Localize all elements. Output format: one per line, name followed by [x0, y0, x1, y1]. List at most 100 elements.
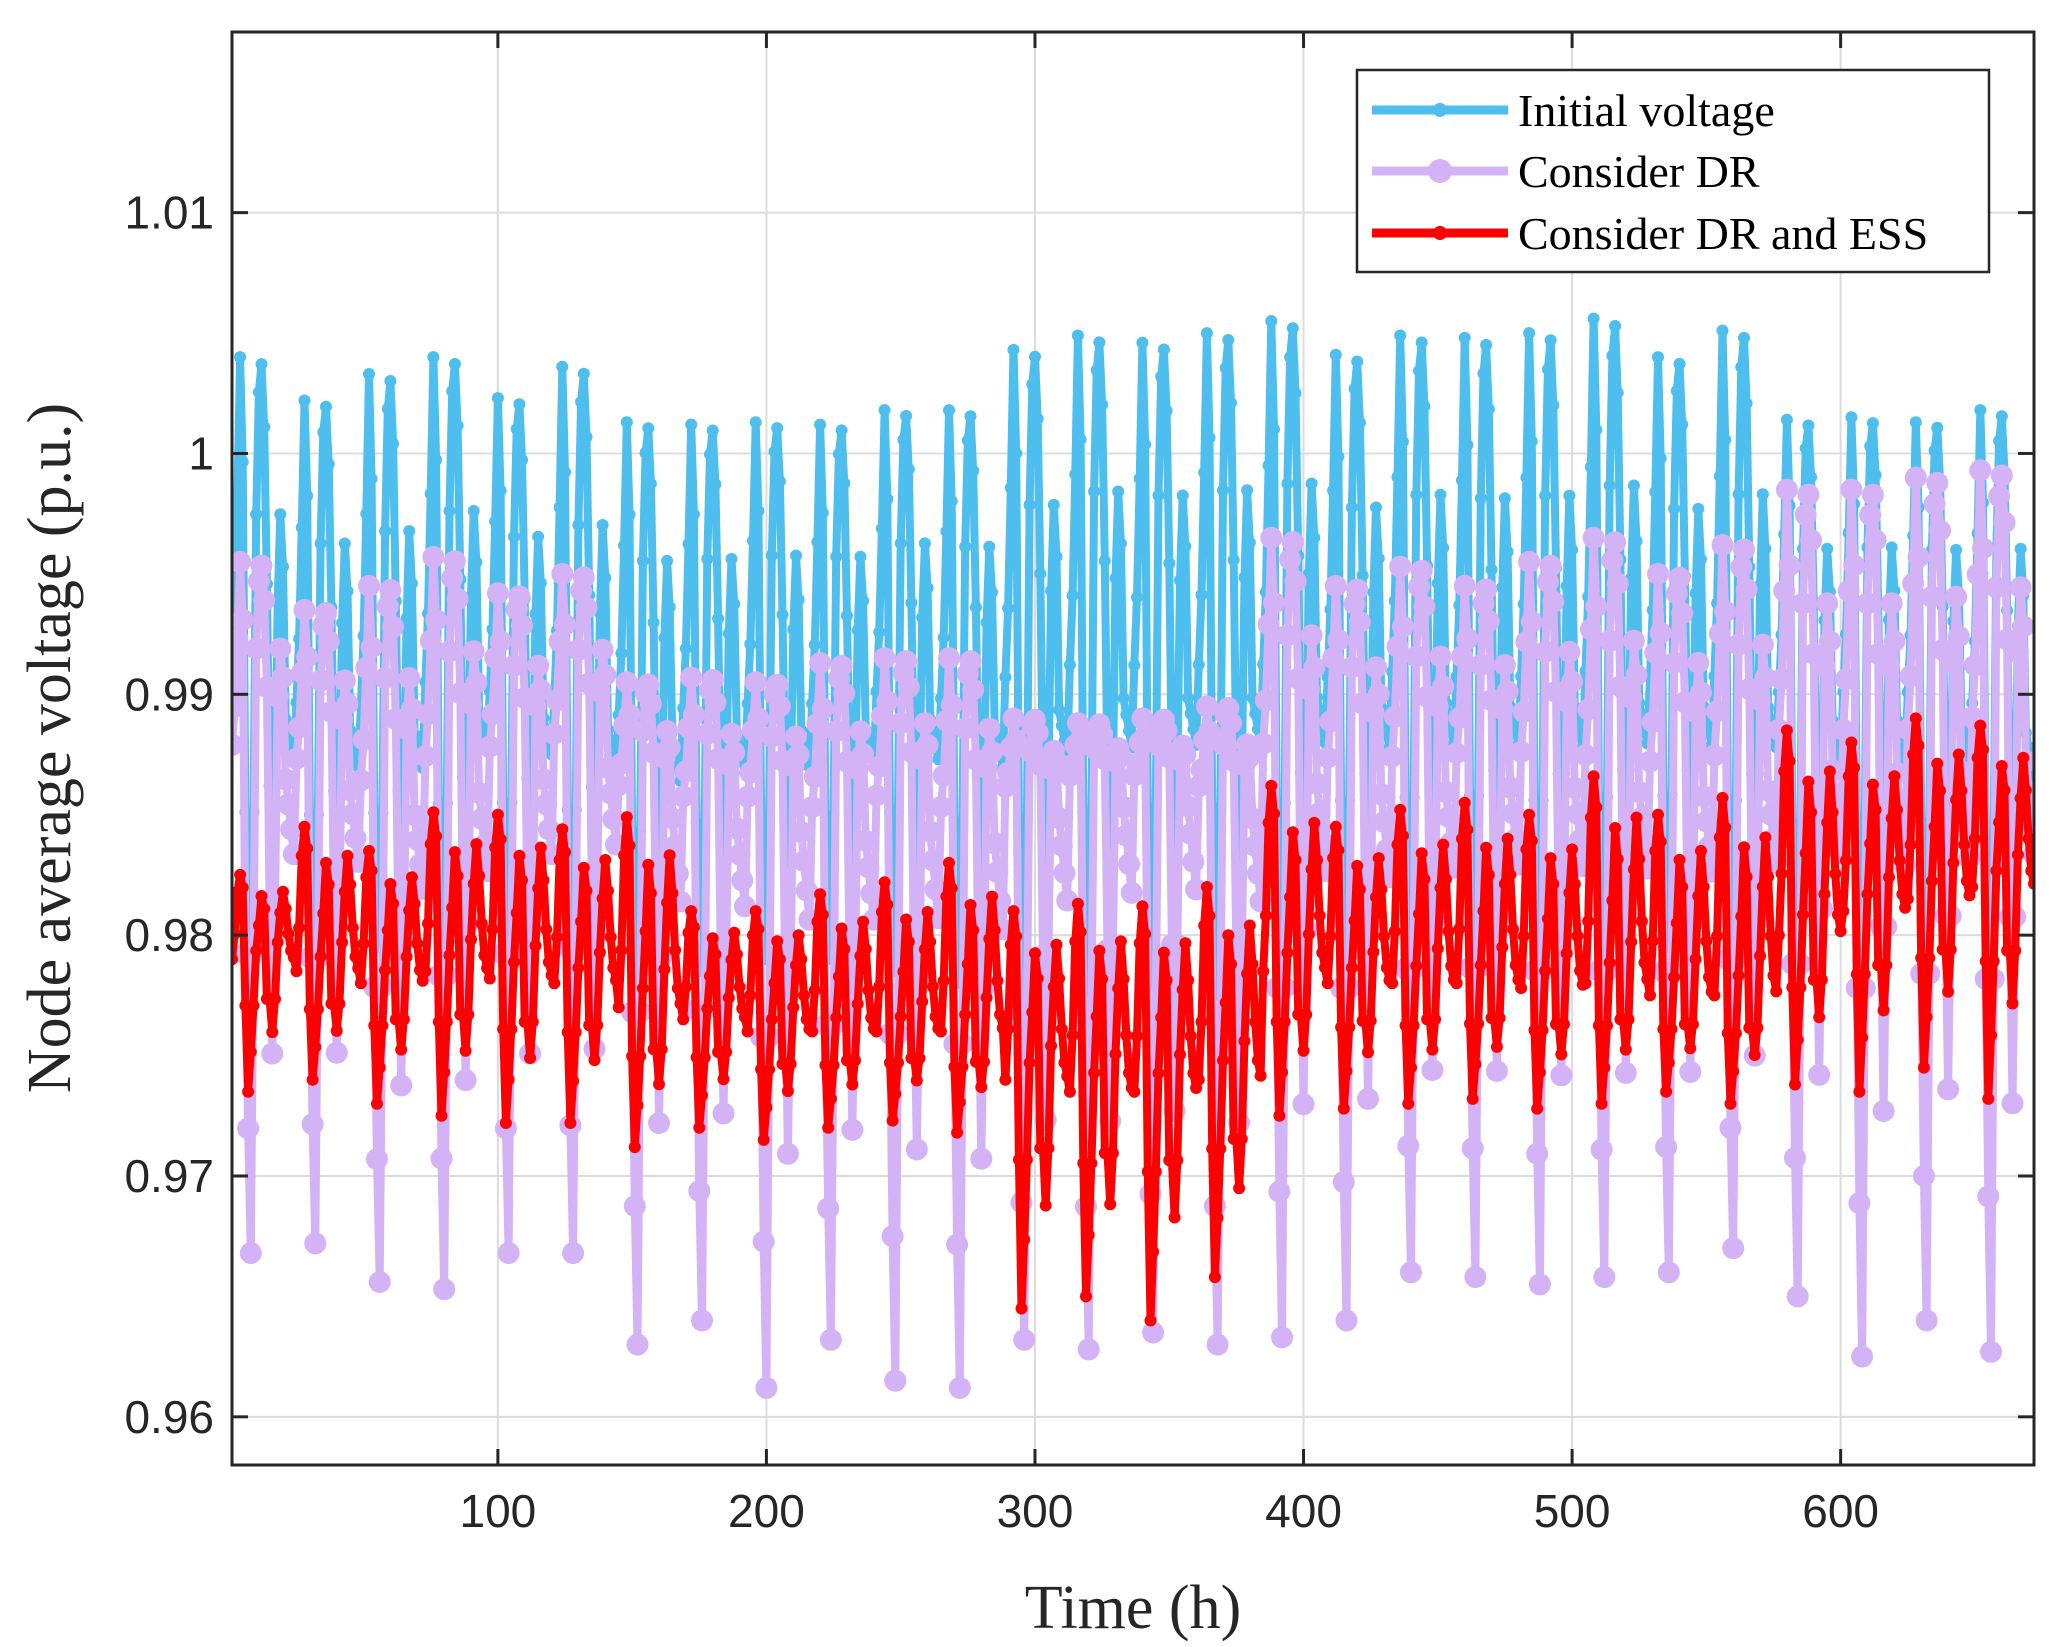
data-point — [1343, 1021, 1356, 1034]
data-point — [1655, 1136, 1678, 1159]
data-point — [607, 961, 620, 974]
data-point — [288, 716, 311, 739]
data-point — [1133, 472, 1146, 485]
data-point — [1802, 419, 1815, 432]
data-point — [698, 1051, 711, 1064]
data-point — [953, 1096, 966, 1109]
data-point — [1375, 883, 1388, 896]
data-point — [961, 958, 974, 971]
legend-marker-consider-dr-and-ess — [1433, 226, 1447, 240]
data-point — [1123, 725, 1135, 737]
data-point — [1695, 844, 1707, 857]
data-point — [781, 1085, 794, 1098]
data-point — [776, 1142, 799, 1165]
data-point — [1198, 919, 1211, 932]
data-point — [315, 602, 337, 625]
data-point — [1302, 928, 1315, 941]
data-point — [978, 1055, 990, 1068]
data-point — [637, 673, 660, 696]
data-point — [1982, 1092, 1995, 1105]
data-point — [1319, 710, 1342, 733]
y-tick-label: 0.98 — [124, 909, 214, 961]
data-point — [1917, 1061, 1930, 1074]
data-point — [1759, 542, 1772, 555]
data-point — [511, 614, 533, 637]
data-point — [945, 495, 958, 508]
data-point — [577, 367, 590, 380]
data-point — [712, 612, 725, 625]
data-point — [2001, 1092, 2024, 1115]
data-point — [497, 1242, 520, 1265]
data-point — [1595, 1097, 1608, 1110]
data-point — [2012, 615, 2034, 638]
data-point — [532, 768, 555, 791]
data-point — [344, 878, 357, 891]
data-point — [1566, 843, 1579, 856]
data-point — [1735, 361, 1748, 373]
data-point — [1112, 485, 1125, 498]
data-point — [1558, 640, 1581, 663]
data-point — [1474, 959, 1487, 972]
data-point — [1421, 1059, 1444, 1081]
data-point — [1063, 658, 1076, 671]
data-point — [1120, 708, 1133, 721]
x-tick-label: 400 — [1265, 1485, 1342, 1537]
data-point — [1676, 418, 1689, 431]
data-point — [1429, 645, 1452, 668]
data-point — [1625, 935, 1638, 948]
data-point — [680, 666, 703, 689]
data-point — [486, 582, 509, 605]
data-point — [1217, 484, 1229, 497]
y-tick-label: 1 — [188, 427, 214, 479]
data-point — [806, 1025, 819, 1038]
data-point — [994, 1008, 1007, 1021]
data-point — [1502, 802, 1524, 825]
data-point — [1794, 503, 1817, 526]
data-point — [1716, 324, 1729, 337]
data-point — [709, 948, 722, 961]
data-point — [1858, 968, 1871, 981]
data-point — [1944, 943, 1957, 956]
data-point — [959, 1008, 972, 1021]
data-point — [1713, 470, 1726, 483]
data-point — [467, 505, 480, 517]
data-point — [1098, 554, 1111, 567]
x-tick-label: 200 — [728, 1485, 805, 1537]
data-point — [674, 760, 697, 783]
data-point — [639, 925, 652, 938]
data-point — [1791, 1033, 1804, 1046]
data-point — [822, 1121, 835, 1134]
data-point — [338, 537, 351, 550]
data-point — [1243, 919, 1256, 932]
data-point — [1496, 680, 1519, 703]
data-point — [801, 796, 824, 819]
data-point — [1431, 942, 1444, 955]
data-point — [833, 682, 856, 705]
data-point — [411, 937, 424, 950]
data-point — [1265, 779, 1278, 792]
data-point — [1279, 548, 1302, 571]
data-point — [1128, 1085, 1141, 1098]
data-point — [572, 566, 595, 589]
data-point — [1157, 343, 1170, 356]
data-point — [1740, 397, 1753, 410]
data-point — [1998, 784, 2011, 797]
data-point — [1426, 1043, 1439, 1056]
y-tick-label: 1.01 — [124, 187, 214, 239]
data-point — [1171, 1154, 1184, 1167]
data-point — [677, 1013, 690, 1026]
data-point — [1163, 557, 1176, 570]
data-point — [1313, 909, 1326, 922]
data-point — [1174, 743, 1197, 766]
data-point — [1362, 701, 1385, 724]
data-point — [1066, 712, 1089, 735]
data-point — [765, 1013, 778, 1026]
data-point — [1413, 364, 1425, 377]
data-point — [1579, 977, 1592, 990]
data-point — [1451, 645, 1473, 668]
data-point — [1611, 853, 1624, 865]
data-point — [1311, 854, 1323, 866]
data-point — [1947, 625, 1970, 648]
data-point — [2009, 944, 2022, 957]
data-point — [502, 1073, 515, 1086]
